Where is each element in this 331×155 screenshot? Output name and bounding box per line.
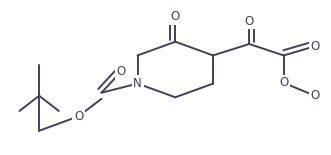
Text: O: O — [310, 40, 319, 53]
Text: N: N — [133, 77, 142, 90]
Text: O: O — [310, 89, 319, 102]
Text: O: O — [245, 15, 254, 28]
Text: O: O — [171, 10, 180, 23]
Text: O: O — [117, 65, 126, 78]
Text: O: O — [310, 89, 319, 102]
Text: O: O — [279, 76, 288, 89]
Text: O: O — [74, 110, 83, 123]
